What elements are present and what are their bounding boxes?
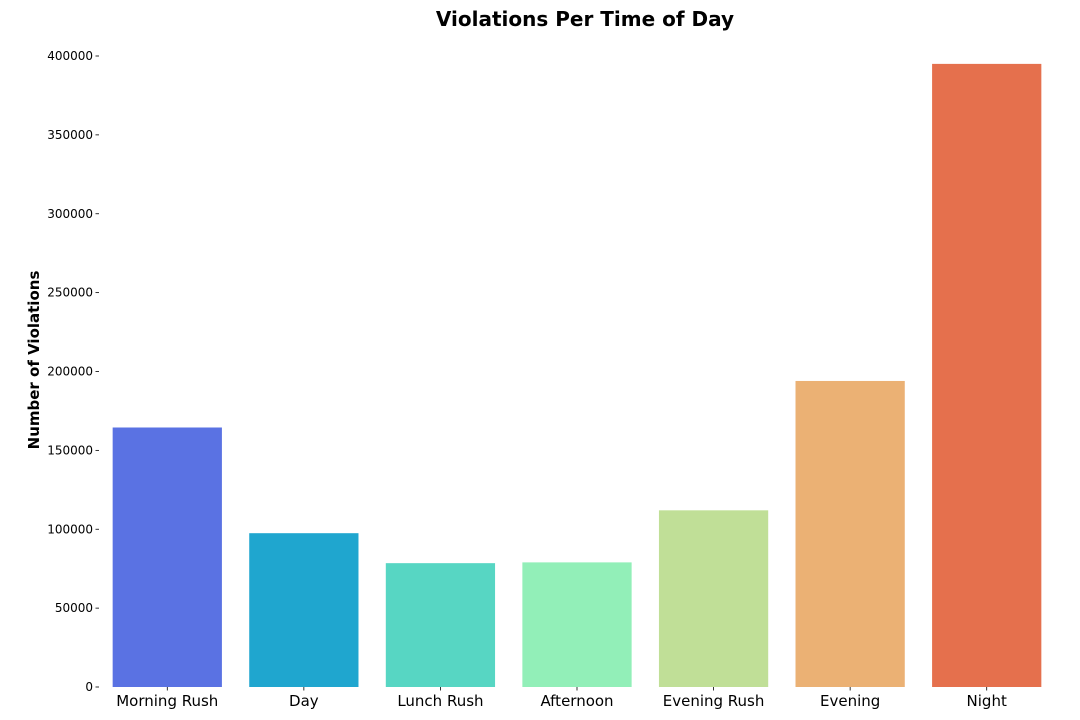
x-tick-label: Evening Rush xyxy=(663,692,765,710)
y-tick-label: 200000 xyxy=(47,365,93,379)
x-tick-label: Afternoon xyxy=(540,692,613,710)
chart-title: Violations Per Time of Day xyxy=(436,7,734,31)
bar-morning-rush xyxy=(112,427,222,687)
bar-evening-rush xyxy=(658,510,769,687)
y-axis-ticks: 0 50000 100000 150000 200000 250000 300000 3500… xyxy=(47,49,99,694)
y-tick-label: 150000 xyxy=(47,443,93,457)
bar-evening xyxy=(795,380,905,687)
x-tick-label: Night xyxy=(967,692,1007,710)
x-tick-label: Day xyxy=(289,692,319,710)
bar-lunch-rush xyxy=(385,563,496,687)
x-tick-label: Evening xyxy=(820,692,880,710)
y-tick-label: 400000 xyxy=(47,49,93,63)
x-axis-ticks: Morning Rush Day Lunch Rush Afternoon Evenin… xyxy=(116,687,1007,710)
y-tick-label: 300000 xyxy=(47,207,93,221)
y-tick-label: 250000 xyxy=(47,286,93,300)
x-tick-label: Morning Rush xyxy=(116,692,218,710)
y-tick-label: 350000 xyxy=(47,128,93,142)
bars-group xyxy=(112,63,1042,687)
y-tick-label: 100000 xyxy=(47,522,93,536)
y-axis-label: Number of Violations xyxy=(25,271,43,450)
bar-day xyxy=(249,533,359,687)
x-tick-label: Lunch Rush xyxy=(397,692,483,710)
y-tick-label: 50000 xyxy=(55,601,93,615)
y-tick-label: 0 xyxy=(85,680,93,694)
bar-night xyxy=(932,63,1042,687)
bar-afternoon xyxy=(522,562,632,687)
